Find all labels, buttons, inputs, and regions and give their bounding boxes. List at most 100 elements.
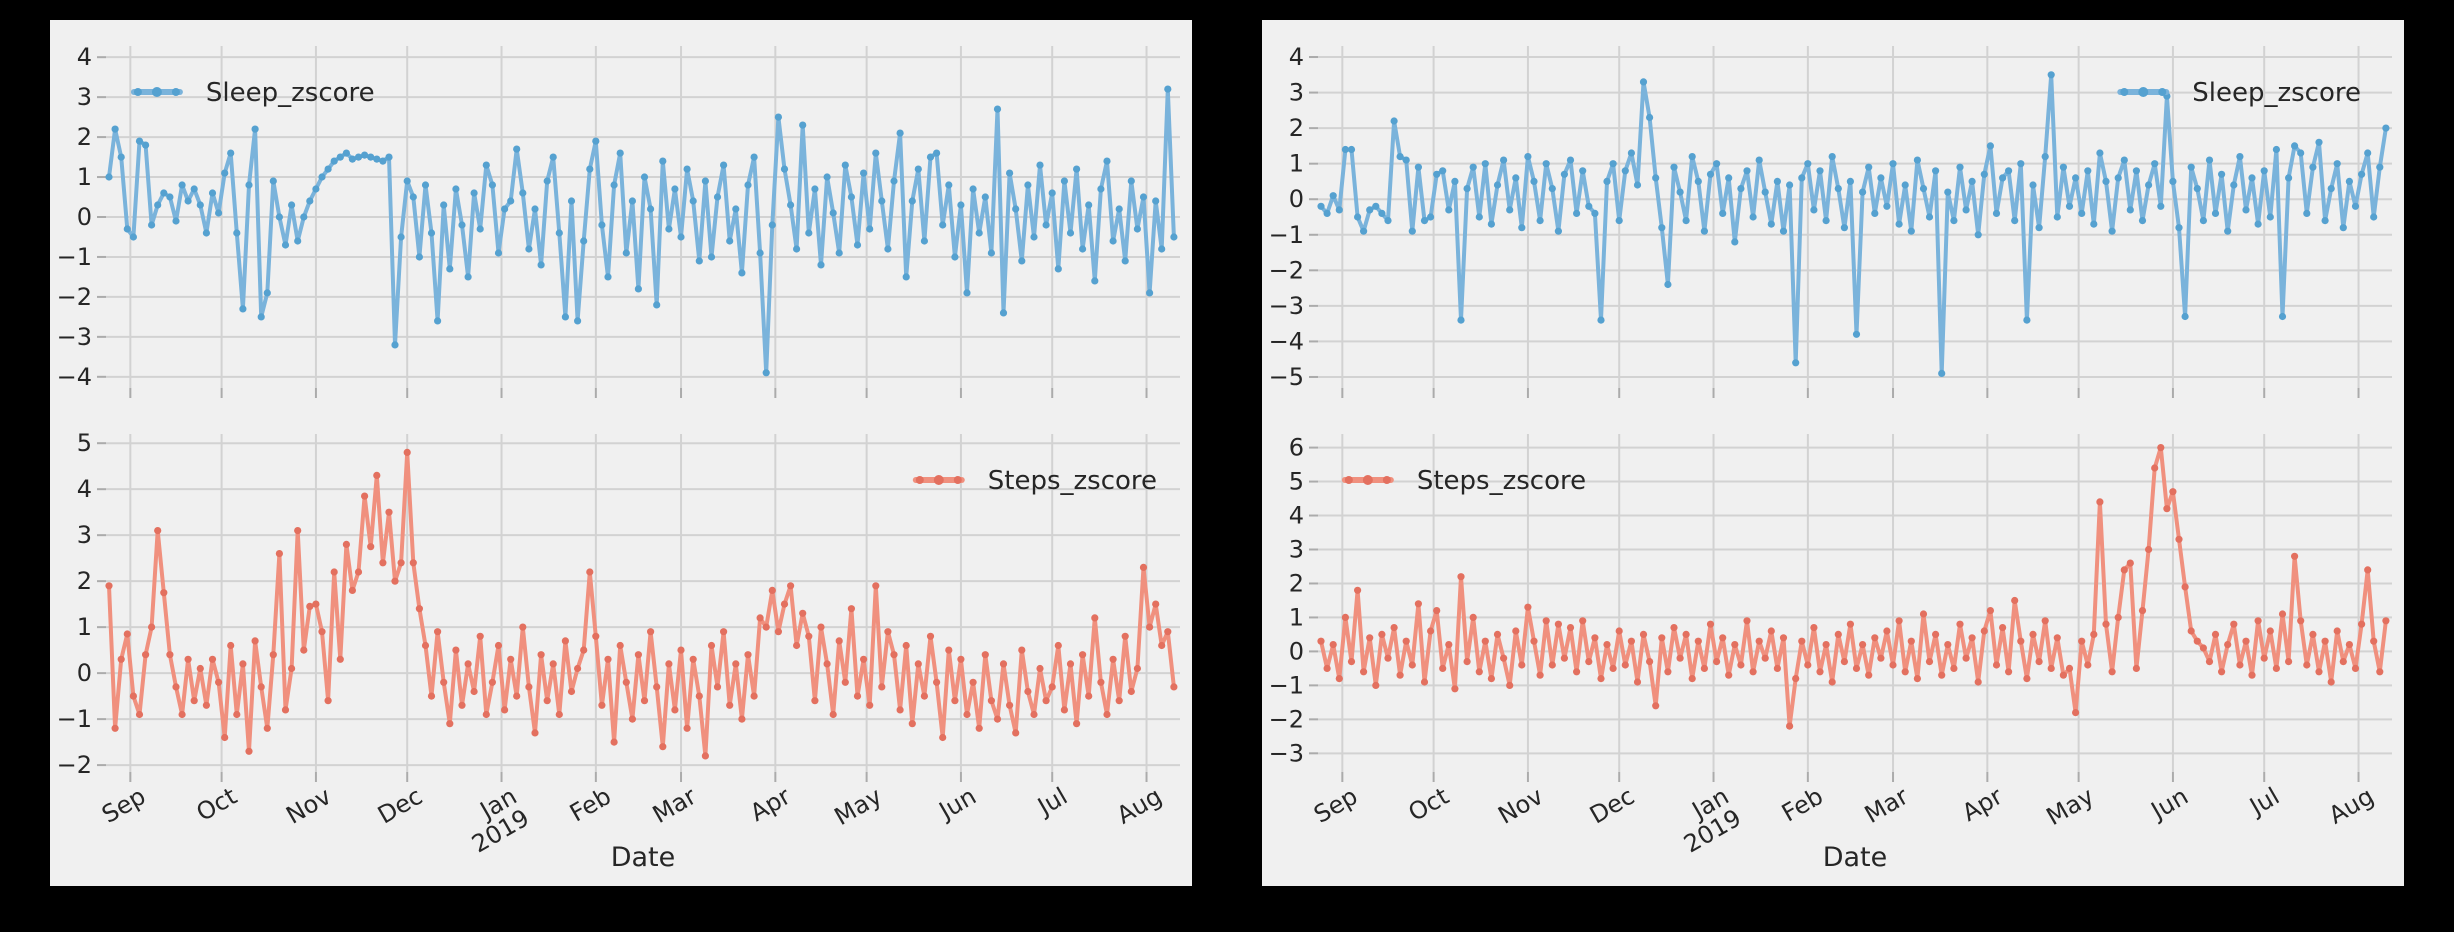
- y-tick-label: 2: [1289, 569, 1304, 597]
- svg-text:Dec: Dec: [373, 782, 427, 829]
- x-tick-label: Jun: [2145, 782, 2193, 826]
- y-tick-label: 5: [77, 429, 92, 457]
- x-tick-label: Apr: [1957, 782, 2007, 827]
- x-tick-label: Apr: [745, 782, 795, 827]
- legend-label: Sleep_zscore: [2192, 78, 2361, 108]
- y-tick-label: −4: [1269, 327, 1304, 355]
- x-tick-label: May: [830, 782, 887, 831]
- legend-marker-dot: [171, 88, 180, 96]
- y-tick-label: 3: [1289, 535, 1304, 563]
- y-tick-label: −3: [57, 323, 92, 351]
- y-tick-label: 4: [1289, 502, 1304, 530]
- y-tick-label: −1: [57, 705, 92, 733]
- sleep_zscore-markers: [1317, 71, 2390, 377]
- legend-marker-dot: [1344, 476, 1353, 484]
- y-tick-label: 4: [77, 475, 92, 503]
- x-axis-title: Date: [1823, 842, 1888, 873]
- y-tick-label: −1: [1269, 671, 1304, 699]
- y-tick-label: 0: [77, 659, 92, 687]
- y-tick-label: 2: [77, 567, 92, 595]
- y-tick-label: 3: [1289, 79, 1304, 107]
- legend-label: Steps_zscore: [988, 466, 1157, 496]
- legend-marker-dot: [151, 87, 162, 97]
- x-tick-label: Aug: [2324, 782, 2379, 830]
- steps_zscore-markers: [1317, 444, 2390, 730]
- left-sleep_zscore-subplot: 4 3 2 1 0 −1 −2 −3 −4 Sleep_zscore: [57, 43, 1180, 398]
- y-tick-label: −3: [1269, 292, 1304, 320]
- x-tick-label: Aug: [1112, 782, 1167, 830]
- y-tick-label: 0: [77, 203, 92, 231]
- legend-label: Sleep_zscore: [206, 78, 375, 108]
- legend-marker-dot: [2158, 88, 2167, 96]
- x-tick-label: Nov: [1493, 782, 1548, 830]
- legend-marker-dot: [953, 476, 962, 484]
- x-tick-label: Jan2019: [1667, 782, 1746, 858]
- x-tick-label: Nov: [281, 782, 336, 830]
- y-tick-label: 2: [1289, 114, 1304, 142]
- y-tick-label: 6: [1289, 434, 1304, 462]
- svg-text:Dec: Dec: [1585, 782, 1639, 829]
- legend-marker-dot: [133, 88, 142, 96]
- x-tick-label: Sep: [97, 782, 150, 829]
- gridlines: [1309, 434, 2392, 782]
- right-steps_zscore-subplot: 6 5 4 3 2 1 0 −1 −2 −3 Steps_zscore Sep Oct Nov Dec Jan…: [1269, 434, 2392, 873]
- legend-marker-dot: [933, 475, 944, 485]
- x-tick-label: Sep: [1309, 782, 1362, 829]
- svg-text:Aug: Aug: [2324, 782, 2379, 830]
- svg-text:Feb: Feb: [565, 782, 616, 827]
- y-tick-label: 0: [1289, 637, 1304, 665]
- svg-text:Jan2019: Jan2019: [455, 782, 534, 858]
- chart-canvas-right: 4 3 2 1 0 −1 −2 −3 −4 −5 Sleep_zscore 6 5 4 3 2 1 0 −1 −2 −3…: [1269, 43, 2392, 873]
- y-tick-label: −1: [57, 243, 92, 271]
- x-tick-label: Dec: [373, 782, 427, 829]
- x-tick-label: Jan2019: [455, 782, 534, 858]
- x-tick-label: Feb: [1777, 782, 1828, 827]
- svg-text:Oct: Oct: [192, 782, 242, 827]
- steps_zscore-markers: [105, 448, 1178, 760]
- svg-text:Jan2019: Jan2019: [1667, 782, 1746, 858]
- x-axis-title: Date: [611, 842, 676, 873]
- legend-marker-dot: [1382, 476, 1391, 484]
- y-tick-label: −5: [1269, 363, 1304, 391]
- y-tick-label: 5: [1289, 468, 1304, 496]
- steps_zscore-line: [107, 450, 1176, 758]
- svg-text:Aug: Aug: [1112, 782, 1167, 830]
- y-tick-label: 4: [77, 43, 92, 71]
- svg-text:Nov: Nov: [281, 782, 336, 830]
- svg-text:Jun: Jun: [933, 782, 981, 826]
- svg-text:Mar: Mar: [648, 782, 701, 829]
- svg-text:Nov: Nov: [1493, 782, 1548, 830]
- x-tick-label: Oct: [1404, 782, 1454, 827]
- legend-marker-dot: [915, 476, 924, 484]
- y-tick-label: 4: [1289, 43, 1304, 71]
- x-tick-label: Jun: [933, 782, 981, 826]
- figure-right: 4 3 2 1 0 −1 −2 −3 −4 −5 Sleep_zscore 6 5 4 3 2 1 0 −1 −2 −3…: [1262, 20, 2404, 886]
- y-tick-label: −2: [1269, 256, 1304, 284]
- svg-text:Jul: Jul: [1031, 782, 1072, 822]
- y-tick-label: 1: [77, 163, 92, 191]
- x-tick-label: Feb: [565, 782, 616, 827]
- x-tick-label: Jul: [2243, 782, 2284, 822]
- y-tick-label: 0: [1289, 185, 1304, 213]
- figure-left: 4 3 2 1 0 −1 −2 −3 −4 Sleep_zscore 5 4 3 2 1 0 −1 −2 Steps…: [50, 20, 1192, 886]
- svg-text:Apr: Apr: [1957, 782, 2007, 827]
- svg-text:Jul: Jul: [2243, 782, 2284, 822]
- x-tick-label: May: [2042, 782, 2099, 831]
- legend-marker-dot: [1362, 475, 1373, 485]
- y-tick-label: 3: [77, 521, 92, 549]
- svg-text:Apr: Apr: [745, 782, 795, 827]
- y-tick-label: 1: [77, 613, 92, 641]
- y-tick-label: −2: [57, 283, 92, 311]
- y-tick-label: 1: [1289, 150, 1304, 178]
- sleep_zscore-markers: [105, 85, 1178, 377]
- y-tick-label: 2: [77, 123, 92, 151]
- x-tick-label: Mar: [648, 782, 701, 829]
- svg-text:Sep: Sep: [97, 782, 150, 829]
- y-tick-label: 3: [77, 83, 92, 111]
- legend-marker-dot: [2120, 88, 2129, 96]
- sleep_zscore-line: [1319, 72, 2388, 376]
- left-sleep_zscore-legend: Sleep_zscore: [130, 78, 375, 108]
- svg-text:Jun: Jun: [2145, 782, 2193, 826]
- x-tick-label: Oct: [192, 782, 242, 827]
- left-steps_zscore-subplot: 5 4 3 2 1 0 −1 −2 Steps_zscore Sep Oct Nov Dec Jan201…: [57, 429, 1180, 873]
